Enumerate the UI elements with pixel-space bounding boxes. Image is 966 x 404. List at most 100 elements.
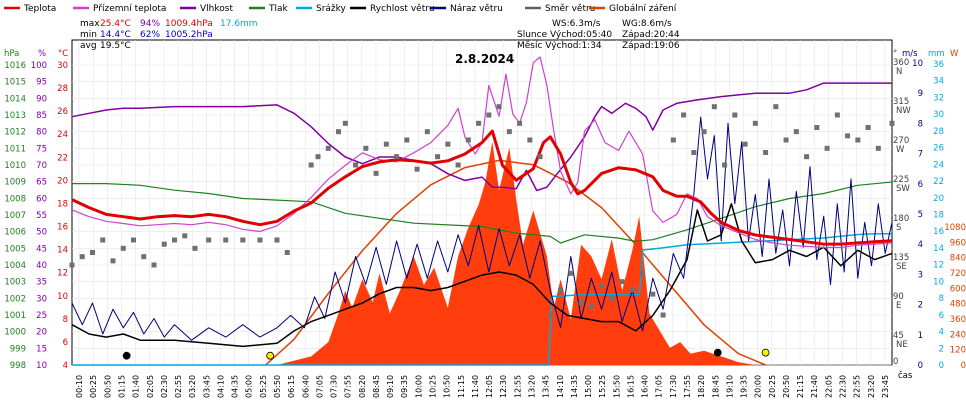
- wind-direction-point: [363, 145, 369, 151]
- tick-time: 00:50: [103, 375, 112, 398]
- tick-rad: 480: [950, 300, 966, 310]
- wind-direction-point: [476, 120, 482, 126]
- tick-time: 03:20: [188, 375, 197, 398]
- axis-unit-label: hPa: [4, 49, 19, 59]
- axis-unit-label: °C: [58, 49, 68, 59]
- tick-wind: 8: [918, 119, 923, 129]
- wind-direction-point: [814, 125, 820, 130]
- wind-direction-point: [486, 112, 492, 118]
- tick-hpa: 1010: [4, 161, 26, 171]
- wind-direction-point: [445, 141, 451, 147]
- tick-rad: 720: [950, 269, 966, 279]
- wind-direction-point: [804, 154, 810, 160]
- tick-pct: 25: [36, 311, 47, 321]
- series-area-radiation: [277, 141, 756, 365]
- tick-temp: 14: [57, 246, 68, 256]
- tick-hpa: 1004: [4, 261, 26, 271]
- tick-rain: 12: [933, 261, 944, 271]
- stat-min-temp: 14.4°C: [100, 30, 131, 40]
- tick-time: 10:25: [429, 375, 438, 398]
- marker-point: [713, 348, 722, 357]
- tick-rain: 14: [933, 244, 944, 254]
- tick-temp: 6: [63, 338, 68, 348]
- tick-wind: 7: [918, 150, 923, 160]
- tick-temp: 30: [57, 61, 68, 71]
- tick-time: 16:40: [641, 375, 650, 398]
- tick-time: 22:05: [824, 375, 833, 398]
- wind-direction-point: [141, 254, 147, 260]
- tick-time: 20:25: [768, 375, 777, 398]
- tick-time: 23:20: [867, 375, 876, 398]
- tick-rain: 28: [933, 127, 944, 137]
- axis-unit-label: W: [950, 49, 959, 59]
- tick-time: 15:50: [612, 375, 621, 398]
- wind-direction-point: [455, 162, 461, 168]
- tick-dir-value: 315: [893, 97, 909, 107]
- wind-direction-point: [506, 129, 512, 135]
- tick-time: 06:15: [287, 375, 296, 398]
- tick-temp: 8: [63, 315, 68, 325]
- tick-time: 13:45: [542, 375, 551, 398]
- wind-direction-point: [373, 170, 379, 176]
- tick-time: 04:10: [216, 375, 225, 398]
- tick-time: 00:25: [89, 375, 98, 398]
- tick-time: 21:15: [796, 375, 805, 398]
- info-moon-set: Západ:19:06: [622, 41, 680, 51]
- wind-direction-point: [336, 129, 341, 135]
- stat-max-hum: 94%: [140, 19, 160, 29]
- legend-label: Přízemní teplota: [93, 4, 166, 14]
- stat-max-temp: 25.4°C: [100, 19, 131, 29]
- info-wg: WG:8.6m/s: [622, 19, 672, 29]
- wind-direction-point: [284, 250, 290, 255]
- wind-direction-point: [889, 120, 895, 126]
- radiation-fill: [277, 141, 756, 365]
- tick-rain: 18: [933, 211, 944, 221]
- tick-time: 22:55: [853, 375, 862, 398]
- tick-pct: 85: [36, 111, 47, 121]
- tick-rain: 30: [933, 110, 944, 120]
- stat-min-hum: 62%: [140, 30, 160, 40]
- tick-dir-value: 360: [893, 58, 909, 68]
- tick-time: 10:00: [414, 375, 423, 398]
- tick-time: 03:45: [202, 375, 211, 398]
- tick-rad: 240: [950, 330, 966, 340]
- info-sun: Slunce Východ:05:40: [517, 30, 612, 40]
- tick-time: 00:10: [75, 375, 84, 398]
- tick-dir-compass: W: [896, 145, 905, 155]
- info-ws: WS:6.3m/s: [552, 19, 601, 29]
- tick-rain: 20: [933, 194, 944, 204]
- wind-direction-point: [527, 137, 533, 143]
- tick-time: 19:10: [725, 375, 734, 398]
- legend-label: Rychlost větru: [370, 4, 435, 14]
- tick-time: 11:40: [471, 375, 480, 398]
- tick-dir-value: 225: [893, 175, 909, 185]
- wind-direction-point: [100, 237, 106, 243]
- tick-wind: 9: [918, 89, 923, 99]
- tick-pct: 15: [36, 344, 47, 354]
- tick-rain: 0: [939, 361, 944, 371]
- tick-time: 02:55: [174, 375, 183, 398]
- tick-rain: 4: [939, 328, 944, 338]
- tick-dir-value: 90: [893, 292, 904, 302]
- tick-rain: 32: [933, 93, 944, 103]
- tick-wind: 1: [918, 331, 923, 341]
- tick-time: 17:55: [683, 375, 692, 398]
- stat-max-label: max: [80, 19, 100, 29]
- tick-time: 17:05: [655, 375, 664, 398]
- tick-rad: 840: [950, 254, 966, 264]
- stat-avg-temp: 19.5°C: [100, 41, 131, 51]
- tick-pct: 55: [36, 211, 47, 221]
- wind-direction-point: [773, 104, 779, 110]
- tick-dir-compass: SW: [896, 184, 910, 194]
- tick-time: 10:50: [443, 375, 452, 398]
- series-line-vlhkost: [71, 82, 892, 192]
- tick-temp: 22: [57, 153, 68, 163]
- stat-max-rain: 17.6mm: [220, 19, 258, 29]
- wind-direction-point: [650, 291, 656, 297]
- wind-direction-point: [640, 270, 646, 276]
- tick-wind: 2: [918, 301, 923, 311]
- tick-time: 14:10: [556, 375, 565, 398]
- wind-sun-info: WS:6.3m/s WG:8.6m/s Slunce Východ:05:40 …: [517, 19, 680, 51]
- tick-hpa: 998: [10, 361, 26, 371]
